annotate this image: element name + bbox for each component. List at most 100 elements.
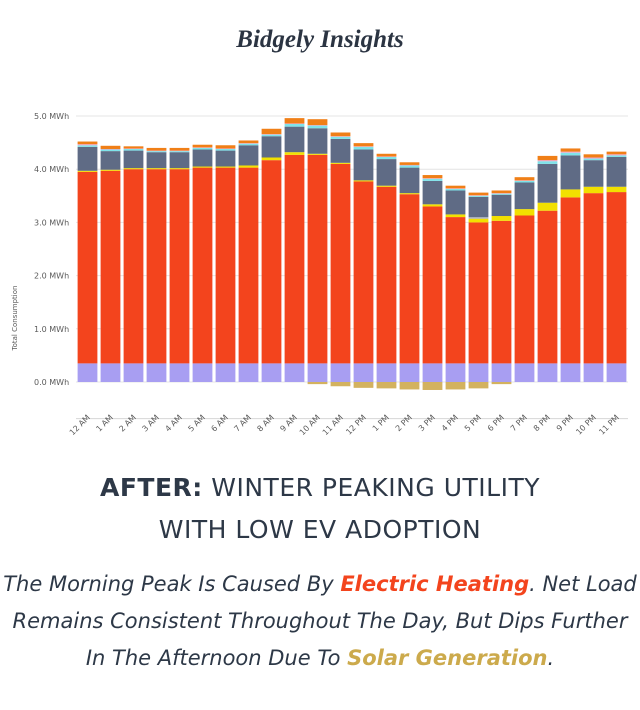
bar-segment [146, 147, 167, 151]
bar-segment [491, 194, 512, 217]
bar-segment [422, 363, 443, 382]
bar-segment [491, 193, 512, 194]
bar-segment [353, 146, 374, 150]
bar-segment [215, 167, 236, 364]
bar-segment [468, 382, 489, 389]
bar-segment [537, 163, 558, 203]
bar-segment [238, 167, 259, 364]
bar-segment [330, 382, 351, 387]
bar-segment [169, 147, 190, 151]
bar-segment [192, 167, 213, 364]
bar-segment [606, 363, 627, 382]
bar-segment [123, 150, 144, 169]
bar-segment [284, 152, 305, 155]
x-tick-label: 2 PM [394, 413, 414, 433]
bar-segment [192, 149, 213, 167]
bar-segment [330, 138, 351, 163]
bar-segment [560, 189, 581, 198]
bar-segment [491, 190, 512, 194]
bar-segment [491, 220, 512, 364]
bar-segment [445, 188, 466, 189]
bar-segment [468, 195, 489, 197]
bar-segment [491, 193, 512, 195]
x-tick-label: 9 AM [278, 413, 299, 434]
bar-segment [583, 363, 604, 382]
bar-segment [445, 188, 466, 191]
bar-segment [238, 145, 259, 166]
bar-segment [330, 162, 351, 164]
bar-segment [606, 156, 627, 187]
bar-segment [192, 144, 213, 148]
bar-segment [123, 148, 144, 149]
bar-segment [123, 168, 144, 170]
caption-solar-generation: Solar Generation [347, 646, 548, 670]
bar-segment [100, 149, 121, 152]
heading-line1: WINTER PEAKING UTILITY [202, 473, 540, 502]
bar-segment [560, 151, 581, 153]
bar-segment [284, 363, 305, 382]
bar-segment [445, 363, 466, 382]
caption-part1: The Morning Peak Is Caused By [3, 572, 341, 596]
bar-segment [468, 192, 489, 196]
bar-segment [261, 134, 282, 137]
x-tick-label: 8 AM [255, 413, 276, 434]
bar-segment [399, 193, 420, 195]
bar-segment [399, 162, 420, 165]
heading-prefix: AFTER: [100, 473, 203, 502]
bar-segment [146, 363, 167, 382]
bar-segment [422, 180, 443, 205]
x-tick-label: 8 PM [532, 413, 552, 433]
y-axis: 0.0 MWh 1.0 MWh 2.0 MWh 3.0 MWh 4.0 MWh 5.0 M… [34, 112, 69, 387]
bar-segment [537, 161, 558, 164]
x-tick-label: 1 PM [371, 413, 391, 433]
bar-segment [537, 202, 558, 211]
bar-segment [514, 180, 535, 181]
bar-segment [468, 196, 489, 218]
bar-segment [123, 169, 144, 364]
bar-segment [215, 145, 236, 149]
x-tick-label: 11 AM [321, 413, 345, 437]
bar-segment [376, 156, 397, 157]
bar-segment [606, 192, 627, 364]
x-tick-label: 2 AM [117, 413, 138, 434]
x-tick-label: 4 PM [440, 413, 460, 433]
bar-segment [606, 151, 627, 155]
x-tick-label: 7 PM [509, 413, 529, 433]
bar-segment [468, 195, 489, 196]
bar-segment [100, 170, 121, 364]
bar-segment [353, 180, 374, 182]
bar-segment [560, 152, 581, 156]
bar-segment [238, 143, 259, 144]
bar-segment [169, 151, 190, 153]
bar-segment [583, 193, 604, 364]
bar-segment [445, 382, 466, 390]
bar-segment [192, 147, 213, 148]
bar-segment [514, 177, 535, 181]
bar-segment [606, 186, 627, 193]
caption-part3: . [547, 646, 555, 670]
consumption-chart: 0.0 MWh 1.0 MWh 2.0 MWh 3.0 MWh 4.0 MWh 5.0 M… [11, 112, 628, 437]
bar-segment [307, 125, 328, 126]
bar-segment [445, 214, 466, 218]
bar-segment [146, 169, 167, 364]
bar-segment [514, 182, 535, 210]
bar-segment [560, 148, 581, 152]
bar-segment [261, 363, 282, 382]
bar-segment [284, 118, 305, 124]
bar-segment [537, 210, 558, 364]
x-tick-label: 12 PM [344, 413, 368, 437]
bar-segment [284, 126, 305, 153]
bar-segment [261, 134, 282, 135]
bar-segment [606, 155, 627, 157]
bar-segment [169, 363, 190, 382]
bar-segment [307, 382, 328, 385]
bar-segment [422, 175, 443, 179]
bar-segment [238, 165, 259, 168]
bar-segment [399, 363, 420, 382]
bar-segment [422, 382, 443, 390]
bar-segment [215, 148, 236, 149]
bar-segment [353, 143, 374, 147]
chart-gridlines [76, 115, 628, 420]
bar-segment [146, 151, 167, 153]
bar-segment [468, 218, 489, 223]
